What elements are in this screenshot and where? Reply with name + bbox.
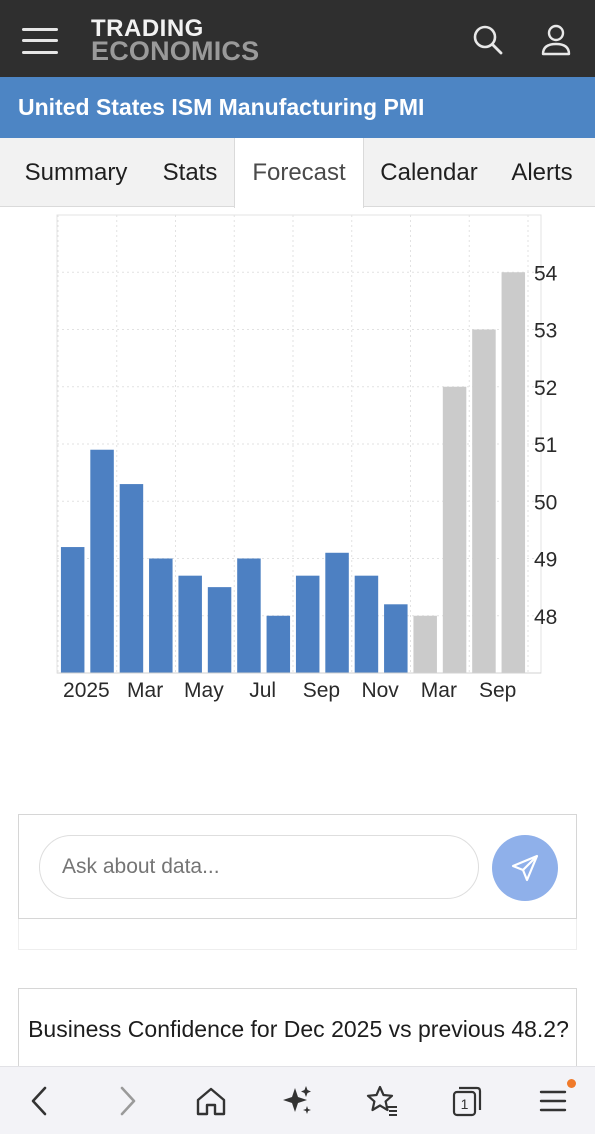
bar-actual — [119, 484, 144, 673]
brand-line-1: TRADING — [91, 15, 204, 42]
x-tick-label: Nov — [361, 679, 399, 702]
panel-footer — [18, 919, 577, 950]
browser-nav-bar: 1 — [0, 1066, 595, 1134]
y-tick-label: 51 — [534, 434, 557, 457]
ask-input[interactable] — [39, 835, 479, 899]
bar-actual — [295, 575, 320, 673]
tabs-icon[interactable]: 1 — [449, 1083, 485, 1119]
tabs-count: 1 — [461, 1096, 469, 1112]
x-tick-label: May — [184, 679, 224, 702]
card-question: Business Confidence for Dec 2025 vs prev… — [28, 1016, 569, 1042]
menu-icon[interactable] — [535, 1083, 571, 1119]
bar-actual — [384, 604, 408, 673]
tab-alerts[interactable]: Alerts — [511, 159, 573, 186]
send-button[interactable] — [492, 835, 558, 901]
tab-stats[interactable]: Stats — [162, 159, 218, 186]
bar-actual — [149, 558, 173, 673]
y-tick-label: 48 — [534, 606, 557, 629]
x-tick-label: Sep — [479, 679, 516, 702]
tab-forecast[interactable]: Forecast — [234, 138, 364, 208]
bar-actual — [325, 552, 349, 673]
y-tick-label: 53 — [534, 320, 557, 343]
tab-summary[interactable]: Summary — [24, 159, 128, 186]
y-tick-label: 50 — [534, 491, 557, 514]
bar-actual — [207, 587, 232, 673]
y-tick-label: 52 — [534, 377, 557, 400]
x-tick-label: Mar — [127, 679, 163, 702]
bar-actual — [178, 575, 202, 673]
sparkle-ai-icon[interactable] — [279, 1083, 315, 1119]
y-tick-label: 49 — [534, 549, 557, 572]
bar-forecast — [413, 615, 437, 673]
bar-forecast — [442, 386, 467, 673]
bar-actual — [266, 615, 291, 673]
search-icon[interactable] — [470, 22, 506, 58]
bar-actual — [90, 449, 114, 673]
bar-actual — [354, 575, 379, 673]
tab-calendar[interactable]: Calendar — [380, 159, 478, 186]
tab-bar: Summary Stats Forecast Calendar Alerts — [0, 138, 595, 208]
x-tick-label: Sep — [303, 679, 340, 702]
bar-actual — [60, 547, 85, 673]
hamburger-menu-icon[interactable] — [20, 26, 60, 56]
x-tick-label: 2025 — [63, 679, 110, 702]
pmi-forecast-chart: 48 49 50 51 52 53 54 2025 Mar May Jul Sep Nov Mar Sep — [0, 207, 595, 707]
top-app-bar: TRADING ECONOMICS — [0, 0, 595, 77]
page-title: United States ISM Manufacturing PMI — [0, 77, 595, 138]
bar-forecast — [472, 329, 496, 673]
ask-panel — [18, 814, 577, 919]
x-tick-label: Jul — [249, 679, 276, 702]
send-icon — [511, 854, 539, 882]
y-tick-label: 54 — [534, 262, 558, 285]
forward-icon[interactable] — [109, 1083, 145, 1119]
favorites-icon[interactable] — [364, 1083, 400, 1119]
bar-actual — [237, 558, 261, 673]
x-tick-label: Mar — [421, 679, 457, 702]
brand-logo[interactable]: TRADING ECONOMICS — [91, 15, 260, 66]
home-icon[interactable] — [193, 1083, 229, 1119]
back-icon[interactable] — [22, 1083, 58, 1119]
brand-line-2: ECONOMICS — [91, 36, 260, 66]
notification-dot — [567, 1079, 576, 1088]
bar-forecast — [501, 272, 526, 673]
user-icon[interactable] — [538, 22, 574, 58]
chart-canvas: 48 49 50 51 52 53 54 2025 Mar May Jul Sep Nov Mar Sep — [56, 214, 558, 702]
